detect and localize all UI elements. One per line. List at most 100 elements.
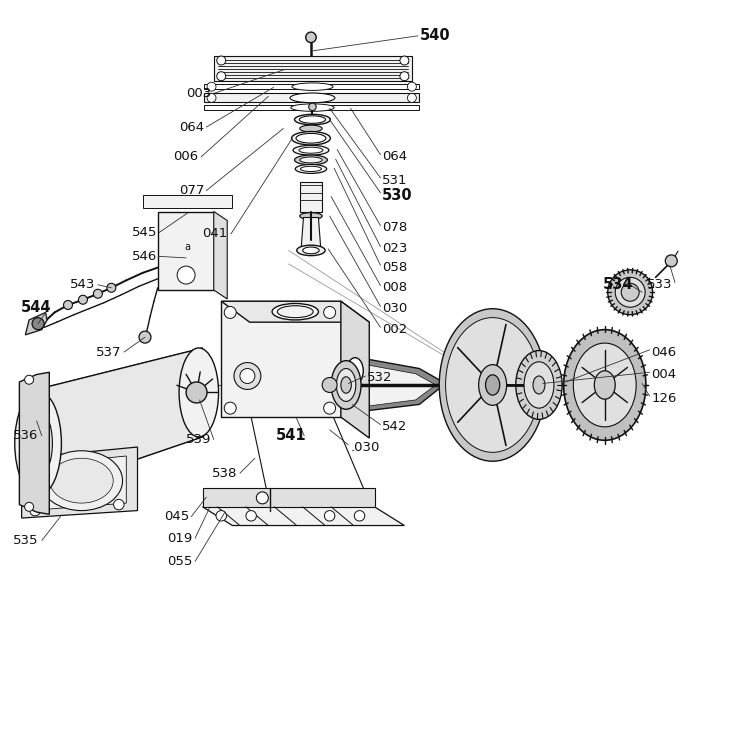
Circle shape [324,402,336,414]
Text: 540: 540 [419,29,450,44]
Circle shape [177,266,195,284]
Text: 041: 041 [202,227,228,241]
Circle shape [621,284,639,302]
Polygon shape [221,302,369,322]
Circle shape [322,378,337,393]
Circle shape [354,511,365,521]
Text: 006: 006 [173,150,198,163]
Circle shape [240,368,255,384]
Ellipse shape [293,145,329,155]
Polygon shape [301,217,321,247]
Polygon shape [158,211,213,290]
Text: 530: 530 [382,187,413,202]
Circle shape [216,71,225,80]
Text: 008: 008 [382,281,407,294]
Polygon shape [213,211,227,299]
Polygon shape [25,312,47,335]
Ellipse shape [347,358,363,384]
Ellipse shape [300,166,321,171]
Ellipse shape [446,317,539,453]
Circle shape [665,255,677,267]
Circle shape [407,93,416,102]
Ellipse shape [516,350,562,420]
Ellipse shape [296,133,326,143]
Circle shape [246,511,256,521]
Circle shape [216,56,225,65]
Ellipse shape [292,83,333,90]
Polygon shape [300,182,322,211]
Text: 126: 126 [651,392,676,405]
Ellipse shape [341,377,351,393]
Text: 542: 542 [382,420,407,433]
Text: 543: 543 [70,278,96,291]
Polygon shape [204,84,419,89]
Ellipse shape [291,132,330,145]
Text: 064: 064 [178,120,204,134]
Ellipse shape [303,247,319,253]
Polygon shape [327,361,436,409]
Ellipse shape [290,93,335,103]
Text: 546: 546 [132,250,157,263]
Ellipse shape [294,155,327,165]
Ellipse shape [331,361,361,409]
Ellipse shape [299,147,323,153]
Polygon shape [22,447,138,518]
Text: 045: 045 [164,510,189,523]
Text: 532: 532 [367,371,392,384]
Text: 004: 004 [651,368,676,381]
Polygon shape [29,456,127,511]
Circle shape [79,296,88,305]
Ellipse shape [15,391,61,496]
Ellipse shape [297,245,325,256]
Polygon shape [204,105,419,110]
Polygon shape [341,302,369,438]
Ellipse shape [533,376,545,394]
Circle shape [207,93,216,102]
Text: 058: 058 [382,261,407,274]
Ellipse shape [615,277,645,308]
Ellipse shape [594,371,615,399]
Ellipse shape [607,270,652,314]
Ellipse shape [294,114,330,125]
Circle shape [400,56,409,65]
Ellipse shape [574,343,636,427]
Text: 537: 537 [97,346,122,359]
Polygon shape [221,302,341,417]
Ellipse shape [49,458,113,503]
Text: 533: 533 [646,278,672,291]
Circle shape [139,331,151,343]
Circle shape [25,502,34,511]
Text: 536: 536 [13,429,39,442]
Circle shape [224,307,236,318]
Text: 534: 534 [602,277,633,293]
Ellipse shape [485,374,500,395]
Ellipse shape [564,329,646,440]
Polygon shape [204,93,419,102]
Ellipse shape [272,304,318,320]
Text: 541: 541 [276,429,306,444]
Circle shape [25,375,34,384]
Ellipse shape [295,165,327,174]
Text: 539: 539 [186,433,211,446]
Circle shape [324,307,336,318]
Text: a: a [184,242,190,252]
Circle shape [30,505,40,516]
Ellipse shape [479,365,506,405]
Circle shape [309,103,316,111]
Text: 545: 545 [132,226,157,239]
Text: 023: 023 [382,242,407,256]
Ellipse shape [524,362,554,408]
Circle shape [107,284,116,293]
Circle shape [256,492,268,504]
Polygon shape [322,355,446,414]
Polygon shape [213,56,412,80]
Ellipse shape [179,348,219,437]
Ellipse shape [291,104,334,111]
Circle shape [400,71,409,80]
Text: 535: 535 [13,534,39,547]
Text: 064: 064 [382,150,407,163]
Ellipse shape [300,213,322,220]
Text: 046: 046 [651,346,676,359]
Text: 077: 077 [178,184,204,197]
Ellipse shape [40,450,123,511]
